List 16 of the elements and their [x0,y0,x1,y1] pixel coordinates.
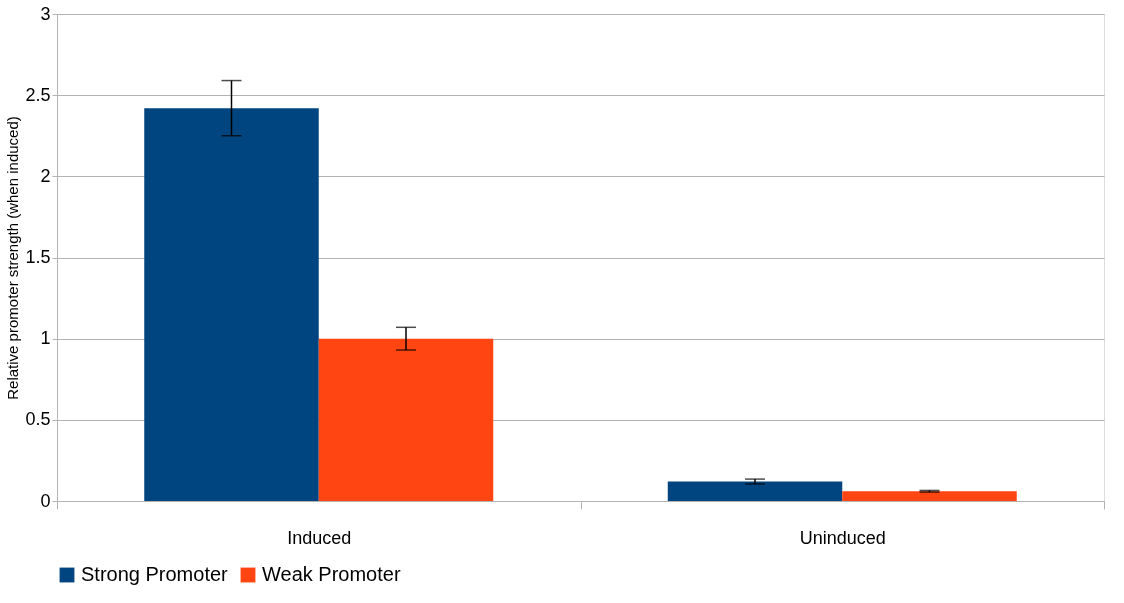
x-tick-label: Induced [287,527,352,548]
y-axis-title: Relative promoter strength (when induced) [4,116,22,400]
y-tick-label: 2 [40,165,51,186]
legend-label: Weak Promoter [262,563,401,585]
y-tick-label: 0.5 [25,409,51,430]
y-tick-label: 2.5 [25,84,51,105]
bar [318,338,494,501]
bar [144,108,319,501]
bar [842,491,1017,501]
y-tick-label: 1 [40,328,51,349]
x-tick-label: Uninduced [799,527,886,548]
y-tick-label: 3 [40,3,51,24]
y-tick-label: 1.5 [25,247,51,267]
legend-label: Strong Promoter [81,563,229,585]
y-tick-label: 0 [40,490,51,511]
bar [667,481,843,501]
